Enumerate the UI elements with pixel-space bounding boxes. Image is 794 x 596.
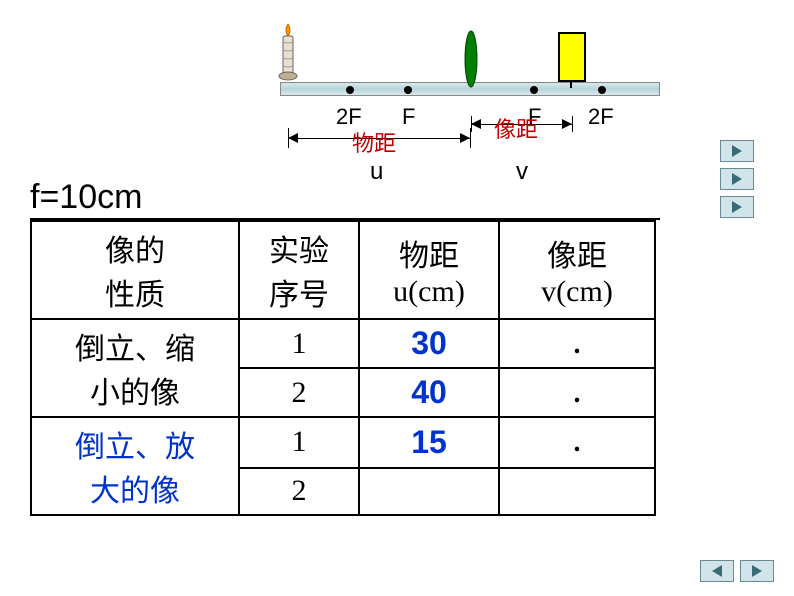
cell-v: . [499,368,655,417]
point-2f-right [598,86,606,94]
cell-u: 30 [359,319,499,368]
header-trial-no: 实验 序号 [239,221,359,319]
arrow-right-icon [460,133,470,143]
nav-play-button-2[interactable] [720,168,754,190]
header-u: 物距 u(cm) [359,221,499,319]
point-f-right [530,86,538,94]
experiment-table: 像的 性质 实验 序号 物距 u(cm) 像距 v(cm) 倒立、缩 小的像 1… [30,220,656,516]
cell-u: 40 [359,368,499,417]
cell-v [499,468,655,515]
image-distance-label: 像距 [494,112,538,144]
cell-trial: 1 [239,319,359,368]
header-image-property: 像的 性质 [31,221,239,319]
u-label: u [370,158,383,186]
label-f-left: F [402,104,415,130]
point-2f-left [346,86,354,94]
cell-property-2: 倒立、放 大的像 [31,417,239,515]
candle-icon [276,22,300,82]
lens-icon [464,30,478,88]
header-v: 像距 v(cm) [499,221,655,319]
cell-v: . [499,417,655,468]
arrow-left-icon [471,119,481,129]
cell-trial: 2 [239,368,359,417]
cell-v: . [499,319,655,368]
point-f-left [404,86,412,94]
arrow-right-icon [562,119,572,129]
optics-diagram: 2F F F 2F 物距 像距 u v [280,20,660,190]
arrow-left-icon [288,133,298,143]
table-row: 倒立、缩 小的像 1 30 . [31,319,655,368]
screen-icon [558,32,586,82]
cell-trial: 2 [239,468,359,515]
table-row: 倒立、放 大的像 1 15 . [31,417,655,468]
nav-prev-button[interactable] [700,560,734,582]
cell-u [359,468,499,515]
nav-next-button[interactable] [740,560,774,582]
object-distance-label: 物距 [352,126,396,158]
v-label: v [516,158,528,186]
nav-play-button-3[interactable] [720,196,754,218]
nav-play-button-1[interactable] [720,140,754,162]
dim-tick [572,116,573,132]
focal-length-label: f=10cm [30,178,142,217]
cell-property-1: 倒立、缩 小的像 [31,319,239,417]
cell-u: 15 [359,417,499,468]
label-2f-right: 2F [588,104,614,130]
screen-stand [570,80,572,88]
cell-trial: 1 [239,417,359,468]
table-header-row: 像的 性质 实验 序号 物距 u(cm) 像距 v(cm) [31,221,655,319]
